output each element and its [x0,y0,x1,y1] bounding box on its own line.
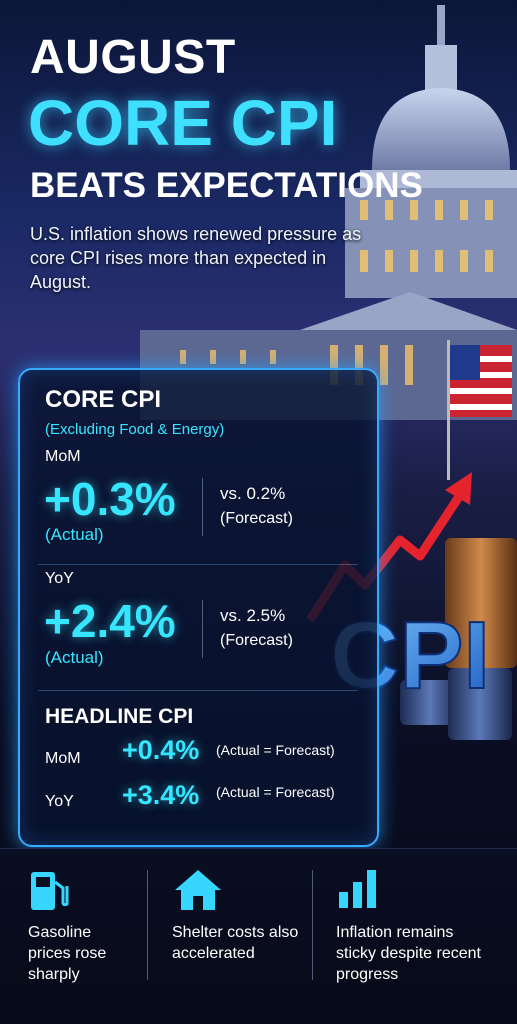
divider [38,564,358,565]
headline-row-value: +3.4% [122,780,200,810]
subtitle: U.S. inflation shows renewed pressure as… [30,224,362,292]
mom-forecast: vs. 0.2% [220,484,286,503]
bars-icon [339,870,376,908]
yoy-actual-note: (Actual) [45,648,104,667]
divider [147,870,148,980]
flag [447,340,512,480]
mom-actual-note: (Actual) [45,525,104,544]
mom-forecast-note: (Forecast) [220,510,293,527]
footer-item: Inflation remains sticky despite recent … [336,924,481,983]
divider [312,870,313,980]
coins [400,538,517,740]
title-line-2: CORE CPI [28,87,338,159]
divider [38,690,358,691]
footer-item: Gasoline prices rose sharply [28,924,107,983]
yoy-label: YoY [45,570,74,587]
headline-row-note: (Actual = Forecast) [216,784,335,800]
headline-row-label: YoY [45,793,74,810]
footer [0,848,517,1024]
title-line-1: AUGUST [30,31,236,84]
title-line-3: BEATS EXPECTATIONS [30,166,423,205]
yoy-forecast-note: (Forecast) [220,632,293,649]
mom-label: MoM [45,448,81,465]
panel-title: CORE CPI [45,386,162,413]
headline-row-note: (Actual = Forecast) [216,742,335,758]
divider [202,478,203,536]
yoy-actual: +2.4% [44,595,176,647]
mom-actual: +0.3% [44,473,176,525]
headline-row-value: +0.4% [122,735,200,765]
headline-title: HEADLINE CPI [45,705,194,728]
headline-row-label: MoM [45,750,81,767]
gas-icon [31,872,69,910]
house-icon [175,870,221,910]
footer-item: Shelter costs also accelerated [172,924,299,962]
yoy-forecast: vs. 2.5% [220,606,286,625]
panel-subtitle: (Excluding Food & Energy) [45,421,225,438]
divider [202,600,203,658]
stats-panel [18,368,379,847]
